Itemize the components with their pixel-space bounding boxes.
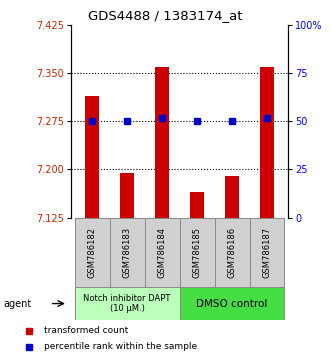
Text: GSM786184: GSM786184 xyxy=(158,227,166,278)
Bar xyxy=(110,218,145,287)
Bar xyxy=(179,287,284,320)
Text: GSM786187: GSM786187 xyxy=(262,227,271,278)
Text: DMSO control: DMSO control xyxy=(196,298,268,309)
Text: transformed count: transformed count xyxy=(44,326,128,336)
Text: Notch inhibitor DAPT
(10 μM.): Notch inhibitor DAPT (10 μM.) xyxy=(83,294,171,313)
Bar xyxy=(260,67,274,218)
Bar xyxy=(75,218,110,287)
Bar xyxy=(225,176,239,218)
Text: GDS4488 / 1383174_at: GDS4488 / 1383174_at xyxy=(88,10,243,22)
Text: GSM786186: GSM786186 xyxy=(227,227,237,278)
Bar xyxy=(214,218,250,287)
Bar xyxy=(120,173,134,218)
Text: GSM786183: GSM786183 xyxy=(122,227,132,278)
Text: GSM786182: GSM786182 xyxy=(88,227,97,278)
Bar xyxy=(190,192,204,218)
Text: percentile rank within the sample: percentile rank within the sample xyxy=(44,342,197,351)
Text: GSM786185: GSM786185 xyxy=(193,227,202,278)
Text: agent: agent xyxy=(3,298,31,309)
Bar xyxy=(75,287,179,320)
Bar xyxy=(179,218,214,287)
Bar xyxy=(250,218,284,287)
Bar xyxy=(155,67,169,218)
Bar xyxy=(85,96,99,218)
Bar xyxy=(145,218,179,287)
